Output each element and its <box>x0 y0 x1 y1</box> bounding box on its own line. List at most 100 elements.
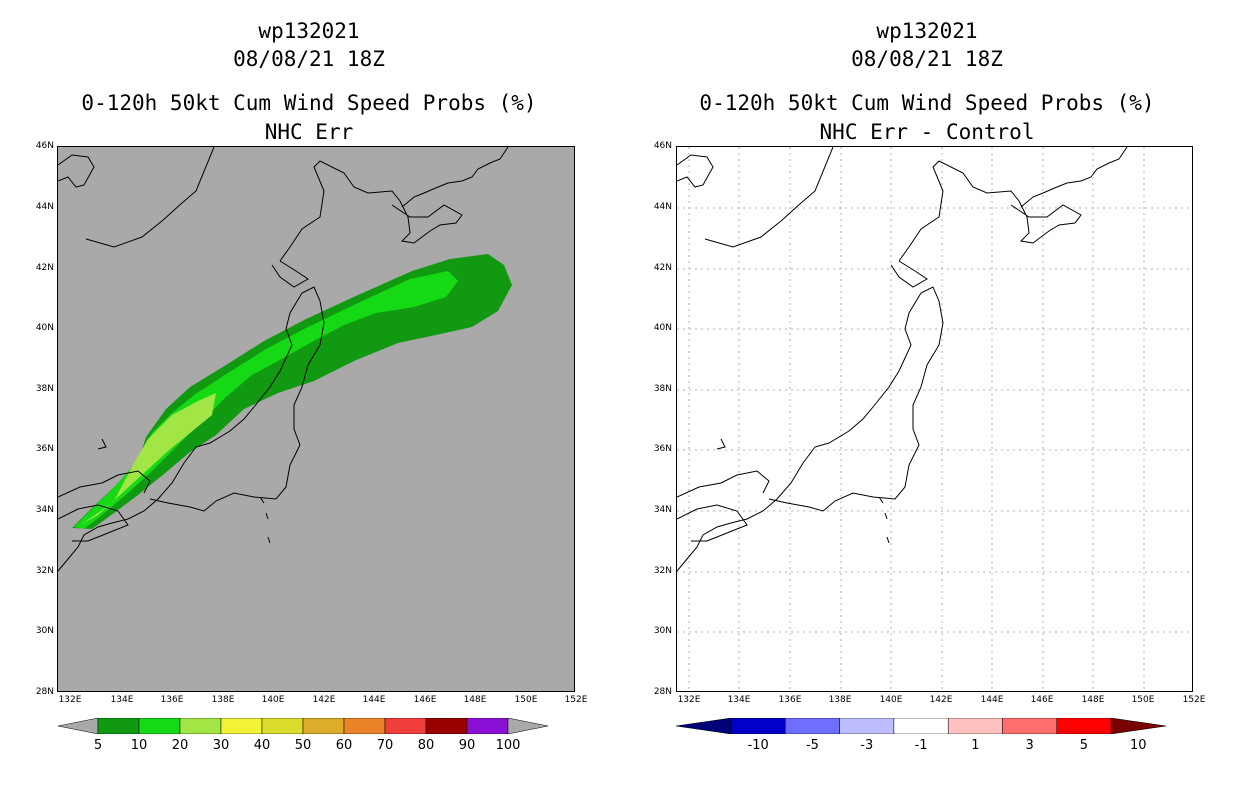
lon-label: 146E <box>413 695 437 705</box>
colorbar-label: -5 <box>805 738 819 753</box>
map-canvas <box>58 147 512 572</box>
colorbar-low-arrow <box>676 718 732 734</box>
subtitle: NHC Err - Control <box>819 120 1035 144</box>
lat-label: 32N <box>653 566 672 576</box>
colorbar-label: -10 <box>747 738 769 753</box>
lon-label: 152E <box>1182 695 1206 705</box>
colorbar-label: 90 <box>458 738 476 753</box>
colorbar-label: 3 <box>1025 738 1034 753</box>
lon-label: 138E <box>828 695 852 705</box>
colorbar-swatch <box>730 718 786 734</box>
lat-label: 28N <box>35 687 54 697</box>
lat-label: 34N <box>653 505 672 515</box>
colorbar-label: 5 <box>1079 738 1089 753</box>
product-title: 0-120h 50kt Cum Wind Speed Probs (%) <box>81 91 537 115</box>
lon-label: 132E <box>58 695 82 705</box>
grid-lines <box>677 147 1192 691</box>
coastlines <box>58 147 509 572</box>
colorbar-label: 80 <box>417 738 435 753</box>
colorbar-label: 10 <box>1129 738 1147 753</box>
colorbar <box>58 718 549 734</box>
prob-swath-5 <box>72 254 512 529</box>
colorbar-swatch <box>261 718 304 734</box>
colorbar-label: 1 <box>971 738 980 753</box>
lat-label: 30N <box>35 626 54 636</box>
lat-label: 46N <box>35 141 54 151</box>
colorbar <box>676 718 1167 734</box>
lon-label: 142E <box>312 695 336 705</box>
lat-label: 38N <box>35 384 54 394</box>
lat-label: 46N <box>653 141 672 151</box>
coastlines <box>677 147 1128 572</box>
difference-map <box>676 146 1193 692</box>
colorbar-label: 70 <box>376 738 394 753</box>
colorbar-swatch <box>384 718 427 734</box>
lon-label: 136E <box>778 695 802 705</box>
colorbar-label: 100 <box>495 738 521 753</box>
lon-label: 136E <box>160 695 184 705</box>
colorbar-swatch <box>179 718 222 734</box>
datetime-title: 08/08/21 18Z <box>851 47 1003 71</box>
storm-id-title: wp132021 <box>876 19 978 43</box>
storm-id-title: wp132021 <box>258 19 360 43</box>
lon-label: 150E <box>1131 695 1155 705</box>
prob-swath-20 <box>80 393 216 525</box>
lon-label: 134E <box>727 695 751 705</box>
colorbar-swatch <box>302 718 345 734</box>
lat-label: 40N <box>35 323 54 333</box>
colorbar-swatch <box>343 718 386 734</box>
lat-label: 28N <box>653 687 672 697</box>
lon-label: 140E <box>879 695 903 705</box>
colorbar-low-arrow <box>58 718 99 734</box>
lon-label: 144E <box>362 695 386 705</box>
prob-swath-10 <box>74 271 458 529</box>
lat-label: 32N <box>35 566 54 576</box>
colorbar-label: 20 <box>171 738 189 753</box>
colorbar-swatch <box>785 718 840 734</box>
datetime-title: 08/08/21 18Z <box>233 47 385 71</box>
colorbar-label: -3 <box>860 738 874 753</box>
lat-label: 38N <box>653 384 672 394</box>
map-canvas <box>677 147 1192 691</box>
colorbar-swatch <box>839 718 895 734</box>
colorbar-label: 50 <box>294 738 312 753</box>
lon-label: 132E <box>677 695 701 705</box>
colorbar-swatch <box>1056 718 1112 734</box>
lat-label: 44N <box>653 202 672 212</box>
colorbar-label: 5 <box>93 738 103 753</box>
lon-label: 148E <box>463 695 487 705</box>
colorbar-label: -1 <box>914 738 928 753</box>
colorbar-label: 40 <box>253 738 271 753</box>
lon-label: 148E <box>1081 695 1105 705</box>
colorbar-swatch <box>466 718 509 734</box>
lat-label: 30N <box>653 626 672 636</box>
colorbar-swatch <box>138 718 181 734</box>
lon-label: 140E <box>261 695 285 705</box>
probability-map <box>57 146 575 692</box>
product-title: 0-120h 50kt Cum Wind Speed Probs (%) <box>699 91 1155 115</box>
colorbar-swatch <box>1002 718 1058 734</box>
colorbar-swatch <box>425 718 468 734</box>
lat-label: 34N <box>35 505 54 515</box>
colorbar-high-arrow <box>1110 718 1167 734</box>
lat-label: 36N <box>653 444 672 454</box>
colorbar-label: 30 <box>212 738 230 753</box>
colorbar-swatch <box>220 718 263 734</box>
colorbar-high-arrow <box>507 718 549 734</box>
lon-label: 134E <box>110 695 134 705</box>
lat-label: 42N <box>35 263 54 273</box>
lon-label: 144E <box>980 695 1004 705</box>
lon-label: 142E <box>929 695 953 705</box>
right-panel: wp132021 08/08/21 18Z 0-120h 50kt Cum Wi… <box>618 0 1236 800</box>
lat-label: 44N <box>35 202 54 212</box>
lat-label: 40N <box>653 323 672 333</box>
lon-label: 150E <box>514 695 538 705</box>
lon-label: 146E <box>1030 695 1054 705</box>
colorbar-label: 10 <box>130 738 148 753</box>
subtitle: NHC Err <box>264 120 354 144</box>
colorbar-swatch <box>893 718 949 734</box>
lat-label: 42N <box>653 263 672 273</box>
lat-label: 36N <box>35 444 54 454</box>
lon-label: 138E <box>211 695 235 705</box>
colorbar-label: 60 <box>335 738 353 753</box>
